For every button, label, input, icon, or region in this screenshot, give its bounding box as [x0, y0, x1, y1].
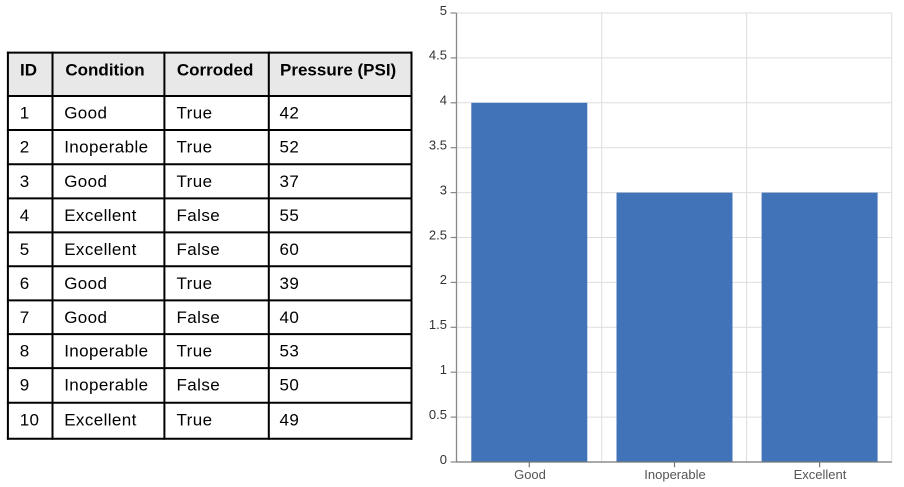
svg-text:6: 6 [20, 274, 30, 293]
svg-text:False: False [177, 308, 221, 327]
svg-text:1: 1 [20, 104, 30, 123]
svg-text:Excellent: Excellent [794, 467, 847, 482]
svg-text:True: True [177, 172, 213, 191]
svg-text:7: 7 [20, 308, 30, 327]
svg-text:False: False [177, 240, 221, 259]
svg-text:Good: Good [514, 467, 546, 482]
svg-text:2: 2 [440, 272, 447, 287]
svg-text:4: 4 [20, 206, 30, 225]
svg-text:Inoperable: Inoperable [64, 342, 148, 361]
svg-text:3: 3 [440, 182, 447, 197]
svg-text:Condition: Condition [65, 61, 144, 80]
svg-text:True: True [177, 138, 213, 157]
svg-text:9: 9 [20, 376, 30, 395]
svg-text:Corroded: Corroded [177, 61, 254, 80]
svg-text:Inoperable: Inoperable [64, 376, 148, 395]
svg-text:Inoperable: Inoperable [64, 138, 148, 157]
svg-text:1: 1 [440, 362, 447, 377]
svg-text:8: 8 [20, 342, 30, 361]
svg-text:Good: Good [64, 308, 107, 327]
svg-text:1.5: 1.5 [429, 317, 447, 332]
svg-text:True: True [177, 104, 213, 123]
svg-text:49: 49 [280, 410, 300, 429]
svg-text:Good: Good [64, 172, 107, 191]
svg-text:0.5: 0.5 [429, 407, 447, 422]
svg-text:4: 4 [440, 93, 447, 108]
svg-text:True: True [177, 274, 213, 293]
svg-text:Inoperable: Inoperable [644, 467, 705, 482]
svg-text:60: 60 [280, 240, 300, 259]
svg-text:53: 53 [280, 342, 300, 361]
svg-text:ID: ID [20, 61, 37, 80]
svg-text:42: 42 [280, 104, 300, 123]
svg-text:Pressure (PSI): Pressure (PSI) [280, 61, 396, 80]
svg-text:False: False [177, 206, 221, 225]
svg-text:55: 55 [280, 206, 300, 225]
svg-text:False: False [177, 376, 221, 395]
svg-text:50: 50 [280, 376, 300, 395]
svg-text:39: 39 [280, 274, 300, 293]
svg-text:10: 10 [20, 410, 40, 429]
svg-text:3.5: 3.5 [429, 138, 447, 153]
svg-text:Good: Good [64, 274, 107, 293]
svg-text:Excellent: Excellent [64, 240, 137, 259]
svg-text:True: True [177, 410, 213, 429]
svg-text:2: 2 [20, 138, 30, 157]
svg-text:52: 52 [280, 138, 300, 157]
svg-text:Excellent: Excellent [64, 410, 137, 429]
svg-text:4.5: 4.5 [429, 48, 447, 63]
svg-text:Good: Good [64, 104, 107, 123]
svg-text:5: 5 [440, 3, 447, 18]
svg-text:40: 40 [280, 308, 300, 327]
svg-text:2.5: 2.5 [429, 227, 447, 242]
svg-text:0: 0 [440, 452, 447, 467]
svg-text:5: 5 [20, 240, 30, 259]
svg-text:True: True [177, 342, 213, 361]
svg-text:37: 37 [280, 172, 300, 191]
svg-text:Excellent: Excellent [64, 206, 137, 225]
svg-text:3: 3 [20, 172, 30, 191]
